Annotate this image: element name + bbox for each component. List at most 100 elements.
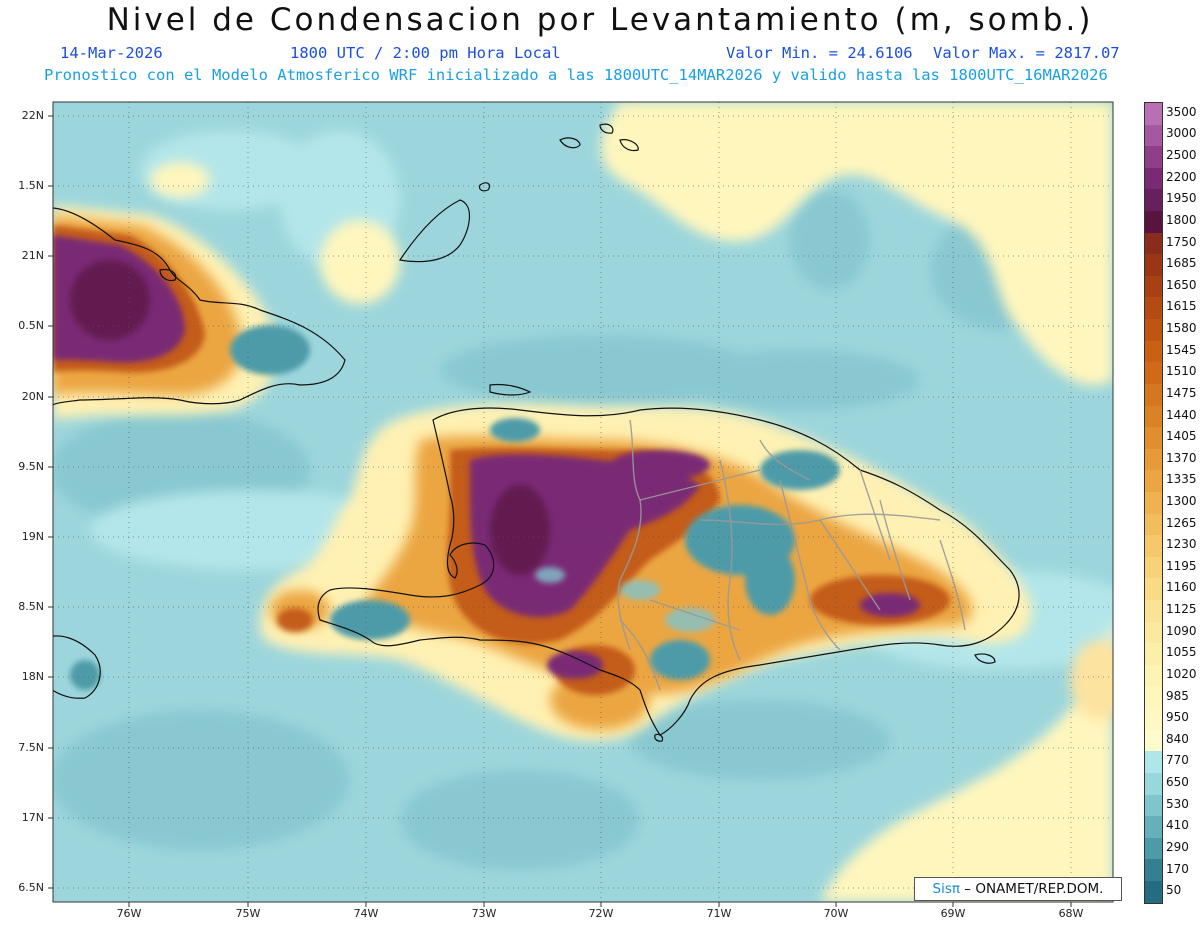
colorbar-cell xyxy=(1145,621,1162,644)
colorbar-cell xyxy=(1145,513,1162,536)
colorbar xyxy=(1144,102,1163,904)
colorbar-cell xyxy=(1145,794,1162,817)
lat-label: 19N xyxy=(21,530,44,543)
lat-label: 20N xyxy=(21,390,44,403)
lat-label: 6.5N xyxy=(18,881,44,894)
colorbar-label: 2200 xyxy=(1166,169,1197,184)
lat-label: 17N xyxy=(21,811,44,824)
colorbar-label: 1335 xyxy=(1166,472,1197,487)
date-label: 14-Mar-2026 xyxy=(60,44,163,62)
colorbar-cell xyxy=(1145,880,1162,903)
colorbar-cell xyxy=(1145,600,1162,622)
coastlines xyxy=(53,123,1020,742)
colorbar-cell xyxy=(1145,319,1162,341)
lon-label: 68W xyxy=(1058,907,1084,920)
colorbar-cell xyxy=(1145,275,1162,298)
colorbar-cell xyxy=(1145,664,1162,687)
lat-label: 9.5N xyxy=(18,460,44,473)
colorbar-label: 410 xyxy=(1166,818,1189,833)
lon-label: 69W xyxy=(940,907,966,920)
lat-label: 1.5N xyxy=(18,179,44,192)
credit-sis: Sisπ xyxy=(932,881,960,897)
colorbar-label: 1800 xyxy=(1166,212,1197,227)
page-title: Nivel de Condensacion por Levantamiento … xyxy=(106,2,1094,38)
colorbar-cell xyxy=(1145,729,1162,752)
colorbar-cell xyxy=(1145,470,1162,492)
colorbar-label: 1125 xyxy=(1166,602,1197,617)
colorbar-label: 1475 xyxy=(1166,385,1197,400)
colorbar-label: 1405 xyxy=(1166,429,1197,444)
colorbar-cell xyxy=(1145,643,1162,665)
colorbar-cell xyxy=(1145,535,1162,557)
colorbar-label: 1160 xyxy=(1166,580,1197,595)
colorbar-cell xyxy=(1145,362,1162,384)
max-value-label: Valor Max. = 2817.07 xyxy=(933,44,1120,62)
colorbar-cell xyxy=(1145,297,1162,320)
colorbar-label: 1750 xyxy=(1166,234,1197,249)
colorbar-cell xyxy=(1145,405,1162,428)
colorbar-label: 1300 xyxy=(1166,494,1197,508)
colorbar-cell xyxy=(1145,211,1162,233)
colorbar-cell xyxy=(1145,146,1162,168)
colorbar-cell xyxy=(1145,103,1162,125)
colorbar-label: 770 xyxy=(1166,753,1189,768)
min-value-label: Valor Min. = 24.6106 xyxy=(726,44,913,62)
lon-label: 73W xyxy=(471,907,497,920)
colorbar-label: 530 xyxy=(1166,796,1189,811)
lon-label: 75W xyxy=(235,907,261,920)
lon-label: 72W xyxy=(588,907,614,920)
colorbar-label: 1950 xyxy=(1166,191,1197,206)
colorbar-label: 1020 xyxy=(1166,666,1197,681)
colorbar-label: 3500 xyxy=(1166,104,1197,119)
colorbar-cell xyxy=(1145,167,1162,190)
colorbar-label: 3000 xyxy=(1166,126,1197,141)
time-label: 1800 UTC / 2:00 pm Hora Local xyxy=(290,44,561,62)
colorbar-label: 170 xyxy=(1166,861,1189,876)
lat-label: 7.5N xyxy=(18,741,44,754)
lon-label: 71W xyxy=(706,907,732,920)
colorbar-label: 1440 xyxy=(1166,407,1197,422)
colorbar-label: 1650 xyxy=(1166,277,1197,292)
colorbar-label: 1195 xyxy=(1166,558,1197,573)
colorbar-cell xyxy=(1145,578,1162,601)
colorbar-cell xyxy=(1145,340,1162,363)
colorbar-label: 1230 xyxy=(1166,537,1197,552)
colorbar-cell xyxy=(1145,189,1162,212)
forecast-info: Pronostico con el Modelo Atmosferico WRF… xyxy=(44,66,1108,84)
lcl-field xyxy=(53,102,1113,902)
lon-label: 76W xyxy=(116,907,142,920)
colorbar-label: 1615 xyxy=(1166,299,1197,314)
colorbar-cell xyxy=(1145,816,1162,838)
colorbar-label: 950 xyxy=(1166,710,1189,725)
colorbar-cell xyxy=(1145,124,1162,147)
colorbar-cell xyxy=(1145,837,1162,860)
lat-label: 8.5N xyxy=(18,600,44,613)
colorbar-label: 50 xyxy=(1166,883,1182,898)
colorbar-label: 1265 xyxy=(1166,515,1197,530)
colorbar-label: 1510 xyxy=(1166,364,1197,379)
colorbar-cell xyxy=(1145,556,1162,579)
colorbar-cell xyxy=(1145,708,1162,730)
colorbar-label: 1685 xyxy=(1166,256,1197,271)
colorbar-cell xyxy=(1145,427,1162,449)
colorbar-label: 840 xyxy=(1166,731,1189,746)
colorbar-label: 1055 xyxy=(1166,645,1197,660)
lat-label: 21N xyxy=(21,249,44,262)
colorbar-cell xyxy=(1145,686,1162,709)
colorbar-label: 1545 xyxy=(1166,342,1197,357)
lon-label: 70W xyxy=(823,907,849,920)
colorbar-cell xyxy=(1145,491,1162,514)
colorbar-label: 1580 xyxy=(1166,321,1197,336)
colorbar-label: 1090 xyxy=(1166,623,1197,638)
colorbar-label: 985 xyxy=(1166,688,1189,703)
colorbar-cell xyxy=(1145,859,1162,881)
colorbar-cell xyxy=(1145,254,1162,276)
lat-label: 0.5N xyxy=(18,319,44,332)
colorbar-cell xyxy=(1145,772,1162,795)
colorbar-label: 1370 xyxy=(1166,450,1197,465)
credit-org: – ONAMET/REP.DOM. xyxy=(960,881,1104,897)
colorbar-label: 290 xyxy=(1166,839,1189,854)
colorbar-label: 2500 xyxy=(1166,148,1197,163)
province-lines xyxy=(617,419,966,691)
